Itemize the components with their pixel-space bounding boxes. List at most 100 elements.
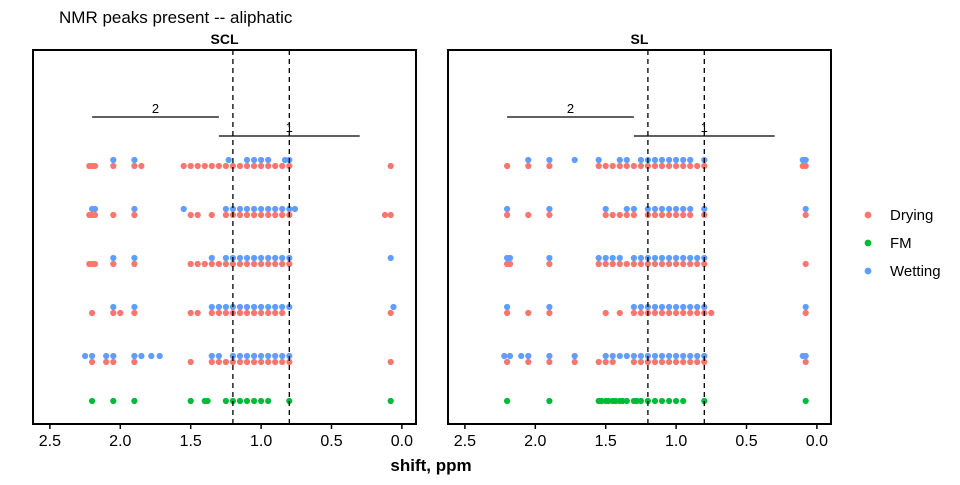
point-drying — [222, 309, 229, 317]
point-drying — [802, 211, 809, 219]
point-drying — [258, 358, 265, 366]
legend-item-fm: FM — [864, 235, 912, 252]
point-drying — [265, 162, 272, 170]
point-wetting — [243, 156, 251, 164]
point-drying — [701, 162, 708, 170]
point-wetting — [222, 254, 229, 262]
legend: Drying FM Wetting — [864, 207, 941, 280]
point-wetting — [687, 156, 694, 164]
point-fm — [623, 397, 630, 405]
bracket-label: 2 — [567, 101, 574, 116]
point-wetting — [595, 254, 602, 262]
point-drying — [279, 358, 286, 366]
point-wetting — [265, 303, 272, 311]
point-drying — [701, 260, 708, 268]
point-wetting — [156, 352, 163, 360]
point-wetting — [265, 254, 272, 262]
point-fm — [131, 397, 138, 405]
point-wetting — [251, 156, 258, 164]
point-wetting — [680, 205, 687, 213]
data-row — [89, 303, 397, 317]
point-drying — [658, 358, 666, 366]
point-fm — [222, 397, 229, 405]
point-drying — [802, 309, 809, 317]
data-row — [504, 303, 809, 317]
point-wetting — [658, 254, 666, 262]
panel-sl: SL 2 1 2.5 2.0 1.5 1.0 0.5 0.0 — [447, 31, 832, 450]
point-drying — [701, 358, 708, 366]
point-wetting — [651, 156, 659, 164]
point-wetting — [286, 205, 293, 213]
point-wetting — [630, 352, 638, 360]
point-wetting — [595, 156, 602, 164]
point-drying — [687, 211, 694, 219]
point-drying — [286, 162, 293, 170]
point-drying — [208, 309, 215, 317]
point-wetting — [222, 205, 229, 213]
point-wetting — [658, 303, 666, 311]
point-drying — [272, 162, 279, 170]
point-wetting — [802, 205, 809, 213]
point-wetting — [103, 352, 110, 360]
bracket-label: 1 — [701, 120, 708, 135]
point-drying — [258, 260, 265, 268]
point-drying — [546, 358, 553, 366]
point-wetting — [546, 303, 553, 311]
point-drying — [630, 309, 638, 317]
point-wetting — [243, 205, 251, 213]
point-wetting — [623, 205, 630, 213]
point-drying — [194, 162, 201, 170]
point-drying — [131, 358, 138, 366]
legend-swatch — [864, 211, 872, 219]
point-drying — [609, 162, 616, 170]
point-wetting — [630, 254, 638, 262]
point-wetting — [387, 254, 394, 262]
point-drying — [110, 211, 117, 219]
point-drying — [387, 358, 394, 366]
point-drying — [222, 260, 229, 268]
point-fm — [546, 397, 553, 405]
point-drying — [602, 162, 609, 170]
point-drying — [609, 358, 616, 366]
point-wetting — [644, 205, 652, 213]
point-drying — [602, 358, 609, 366]
point-wetting — [138, 352, 145, 360]
point-wetting — [281, 156, 289, 164]
point-wetting — [666, 303, 673, 311]
point-drying — [602, 211, 609, 219]
point-drying — [251, 211, 258, 219]
point-drying — [680, 162, 687, 170]
x-tick-label: 1.5 — [180, 433, 202, 450]
point-wetting — [680, 254, 687, 262]
point-fm — [187, 397, 194, 405]
point-wetting — [687, 303, 694, 311]
point-fm — [251, 397, 258, 405]
point-wetting — [609, 254, 616, 262]
point-wetting — [148, 352, 155, 360]
point-wetting — [637, 254, 645, 262]
point-drying — [251, 162, 258, 170]
point-drying — [630, 211, 638, 219]
panel-strip-label: SCL — [211, 31, 239, 47]
x-tick-label: 2.5 — [39, 433, 61, 450]
point-wetting — [501, 352, 508, 360]
x-tick-label: 1.0 — [250, 433, 272, 450]
legend-label: Drying — [890, 207, 933, 224]
legend-item-wetting: Wetting — [864, 263, 941, 280]
point-fm — [258, 397, 265, 405]
point-drying — [89, 358, 96, 366]
point-drying — [637, 260, 645, 268]
x-tick-label: 2.0 — [109, 433, 131, 450]
point-drying — [673, 358, 680, 366]
point-wetting — [272, 205, 279, 213]
point-wetting — [630, 205, 638, 213]
point-wetting — [279, 254, 286, 262]
point-drying — [279, 211, 286, 219]
data-row — [86, 205, 394, 219]
point-wetting — [258, 352, 265, 360]
point-wetting — [504, 205, 511, 213]
point-wetting — [131, 352, 138, 360]
point-drying — [680, 260, 687, 268]
point-drying — [110, 358, 117, 366]
